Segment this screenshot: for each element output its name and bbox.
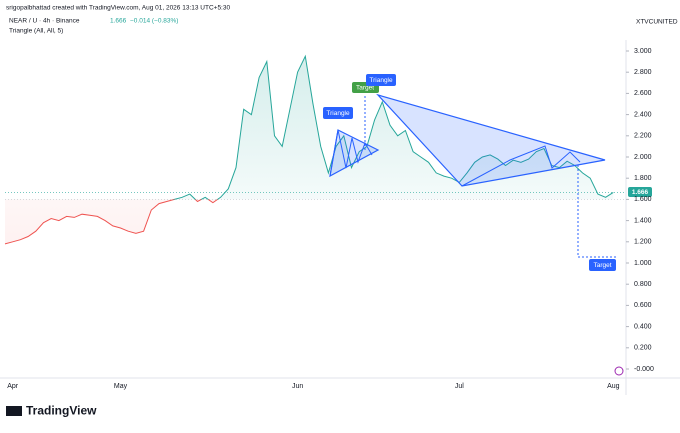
target-label: Target — [356, 85, 374, 92]
y-tick-label: 3.000 — [634, 48, 652, 55]
x-tick-label: May — [114, 383, 128, 390]
x-tick-label: Jul — [455, 383, 464, 390]
symbol: NEAR / U · 4h · Binance — [9, 18, 80, 25]
y-tick-label: 1.600 — [634, 196, 652, 203]
x-tick-label: Jun — [292, 383, 303, 390]
y-tick-label: 0.200 — [634, 345, 652, 352]
last-price-badge — [628, 187, 652, 197]
drawings: Triangle Target Triangle Target — [323, 74, 618, 271]
triangle-label: Triangle — [369, 77, 393, 84]
y-tick-label: 2.000 — [634, 154, 652, 161]
x-tick-label: Aug — [607, 383, 620, 390]
exchange-label: XTVCUNITED — [636, 19, 678, 26]
y-tick-label: 2.200 — [634, 133, 652, 140]
triangle-label-box — [366, 74, 396, 86]
target-label-box — [589, 259, 616, 271]
y-tick-label: 2.800 — [634, 69, 652, 76]
y-tick-label: 0.400 — [634, 323, 652, 330]
y-tick-label: 0.600 — [634, 302, 652, 309]
change: −0.014 (−0.83%) — [130, 18, 178, 25]
y-tick-label: 2.400 — [634, 111, 652, 118]
target-line-down — [577, 165, 618, 258]
logo-icon — [6, 406, 22, 416]
y-tick-label: 0.800 — [634, 281, 652, 288]
small-zigzag — [329, 129, 373, 177]
last-price: 1.666 — [632, 189, 649, 196]
y-tick-label: 2.600 — [634, 90, 652, 97]
footer-logo: TradingView — [26, 404, 97, 418]
big-zigzag — [461, 145, 581, 187]
event-icon — [614, 366, 624, 376]
x-tick-label: Apr — [7, 383, 19, 390]
y-tick-label: 1.800 — [634, 175, 652, 182]
author-line: srigopalbhattad created with TradingView… — [6, 5, 230, 12]
plot-area — [4, 54, 626, 245]
big-triangle — [376, 93, 606, 187]
y-tick-label: 1.400 — [634, 217, 652, 224]
y-tick-label: -0.000 — [634, 366, 654, 373]
triangle-label: Triangle — [326, 110, 350, 117]
price: 1.666 — [110, 18, 127, 25]
triangle-label-box — [323, 107, 353, 119]
price-line — [4, 54, 614, 245]
indicator: Triangle (All, All, 5) — [9, 28, 63, 35]
area — [5, 56, 614, 244]
y-tick-label: 1.200 — [634, 239, 652, 246]
y-tick-label: 1.000 — [634, 260, 652, 267]
target-label: Target — [593, 262, 611, 269]
